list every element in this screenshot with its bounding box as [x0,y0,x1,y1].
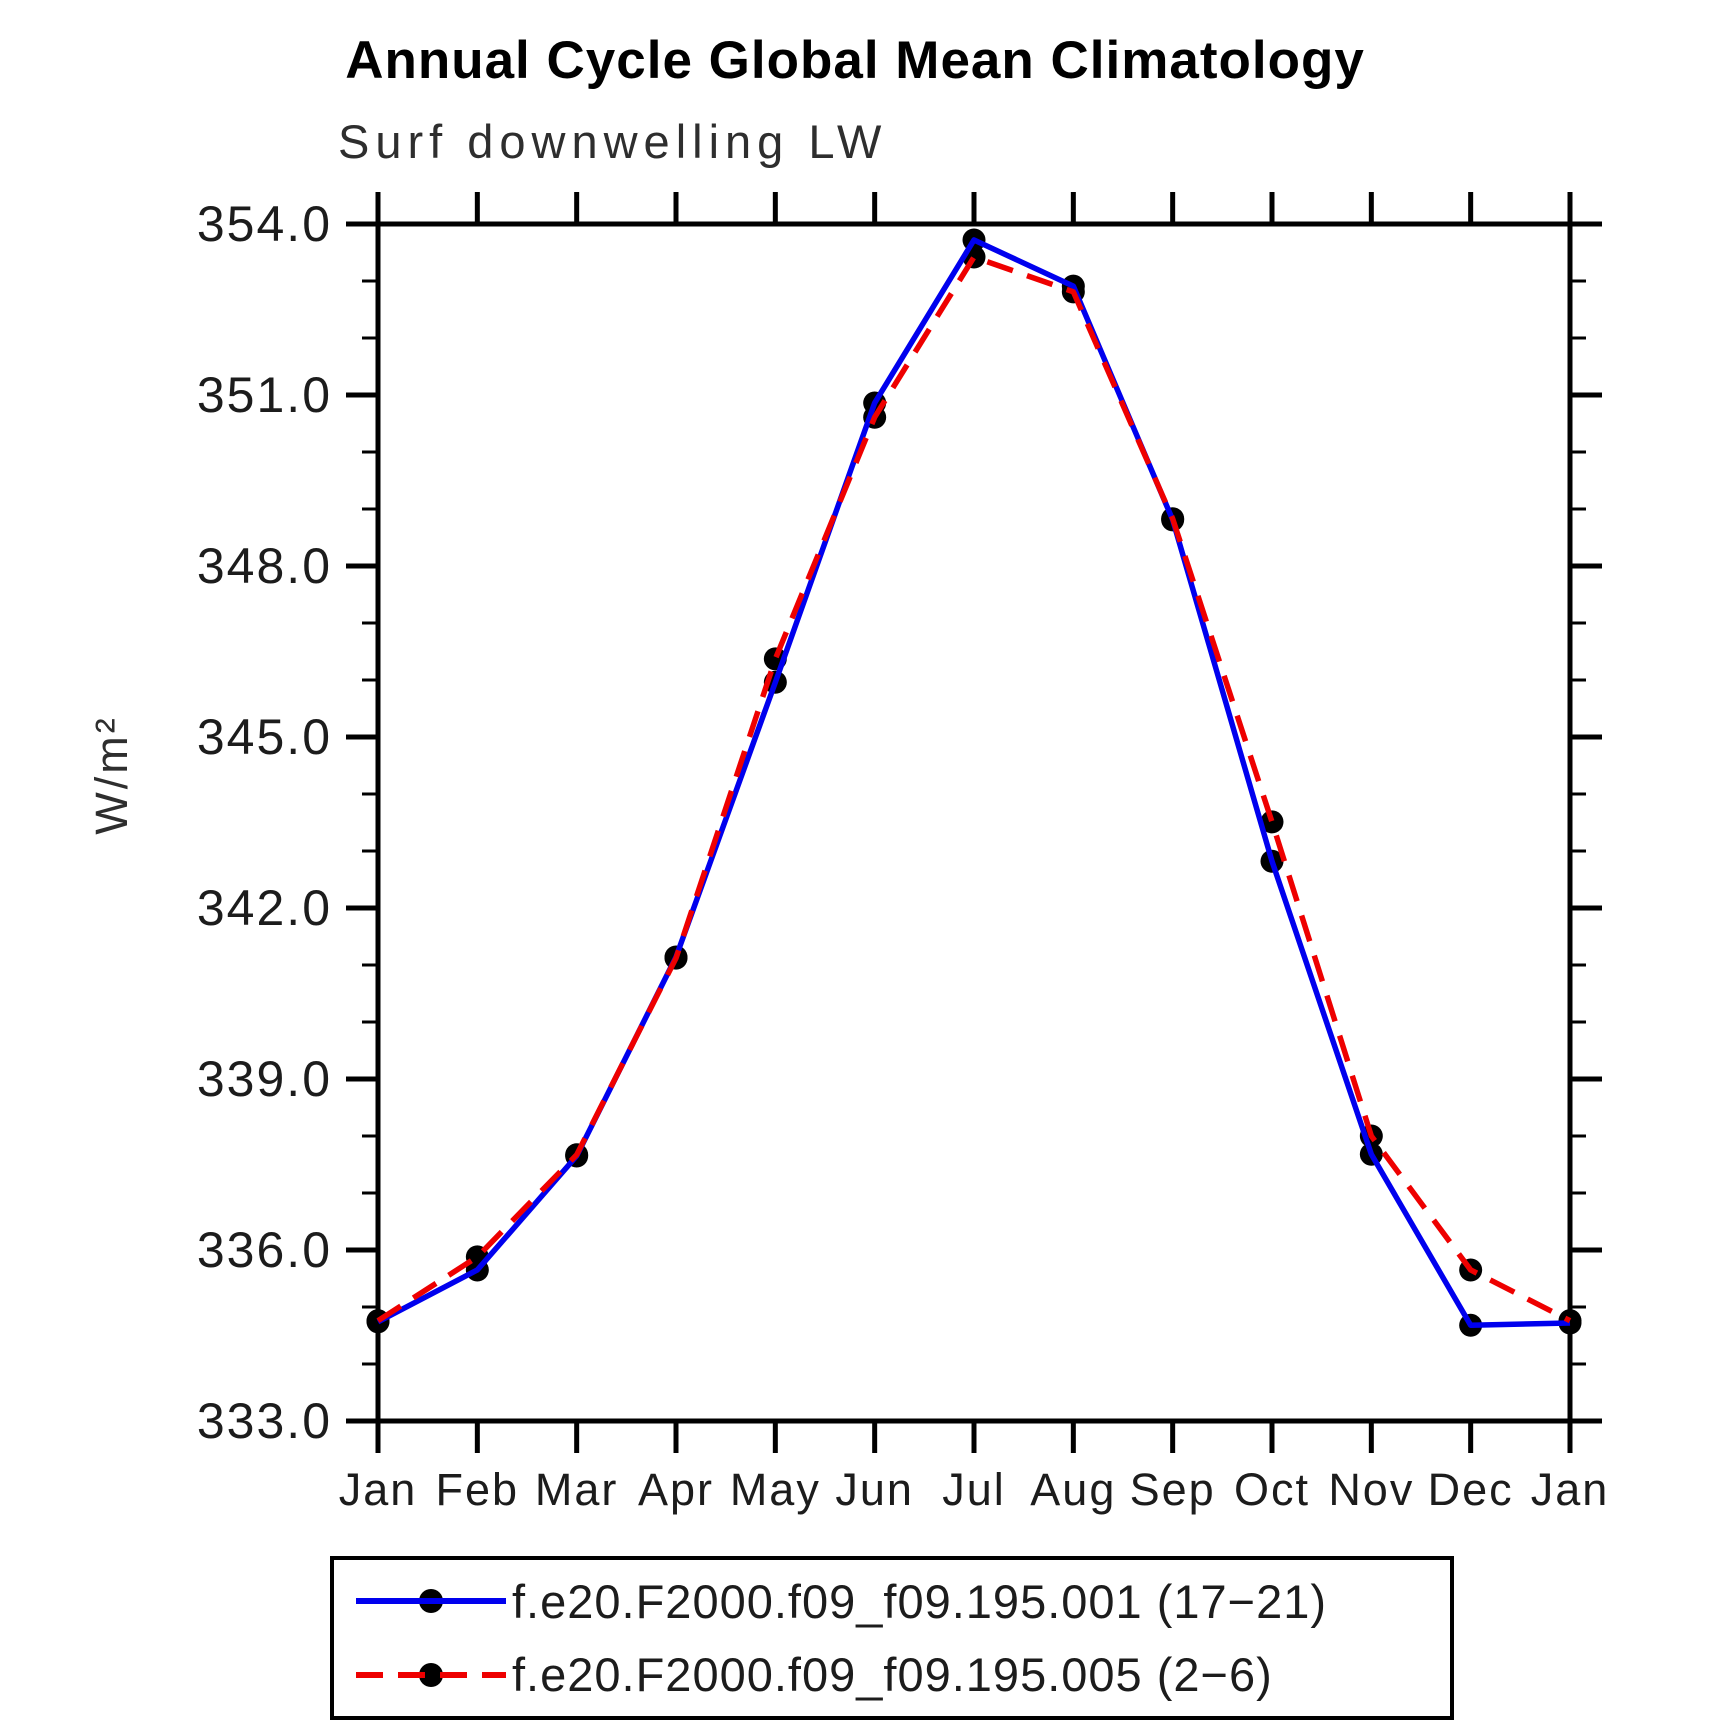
chart-title: Annual Cycle Global Mean Climatology [345,31,1365,90]
y-tick-label: 348.0 [197,538,332,594]
x-tick-label: Mar [535,1464,619,1515]
x-tick-label: Oct [1234,1464,1310,1515]
y-tick-label: 339.0 [197,1051,332,1107]
x-tick-label: Feb [436,1464,520,1515]
plot-frame [375,221,1573,1424]
y-tick-label: 354.0 [197,196,332,252]
x-tick-label: May [730,1464,821,1515]
legend-marker-dot [419,1662,443,1687]
x-tick-label: Aug [1030,1464,1116,1515]
plot-area: 333.0 336.0 339.0 342.0 345.0 348.0 351.0 354.0… [197,192,1610,1515]
y-tick-label: 342.0 [197,880,332,936]
chart-subtitle: Surf downwelling LW [338,115,888,168]
y-tick-label: 336.0 [197,1222,332,1278]
y-tick-label: 333.0 [197,1393,332,1449]
legend-item-series-2: f.e20.F2000.f09_f09.195.005 (2−6) [352,1643,1450,1707]
x-tick-label: Jun [835,1464,914,1515]
x-tick-label: Apr [638,1464,714,1515]
data-point-marker [1260,810,1284,834]
legend-sample-solid-line [356,1589,506,1614]
legend-label-series-2: f.e20.F2000.f09_f09.195.005 (2−6) [512,1648,1273,1702]
legend-sample-dashed-line [356,1662,506,1687]
x-tick-label: Nov [1328,1464,1414,1515]
y-tick-label: 345.0 [197,709,332,765]
x-tick-label: Jul [942,1464,1006,1515]
legend-item-series-1: f.e20.F2000.f09_f09.195.001 (17−21) [352,1569,1450,1633]
x-tick-label: Sep [1130,1464,1216,1515]
x-tick-label: Dec [1428,1464,1514,1515]
series-line-dashed [376,254,1572,1324]
legend: f.e20.F2000.f09_f09.195.001 (17−21) f.e2… [330,1556,1454,1720]
x-tick-label: Jan [339,1464,418,1515]
legend-label-series-1: f.e20.F2000.f09_f09.195.001 (17−21) [512,1574,1328,1628]
y-tick-label: 351.0 [197,367,332,423]
x-tick-label: Jan [1531,1464,1610,1515]
